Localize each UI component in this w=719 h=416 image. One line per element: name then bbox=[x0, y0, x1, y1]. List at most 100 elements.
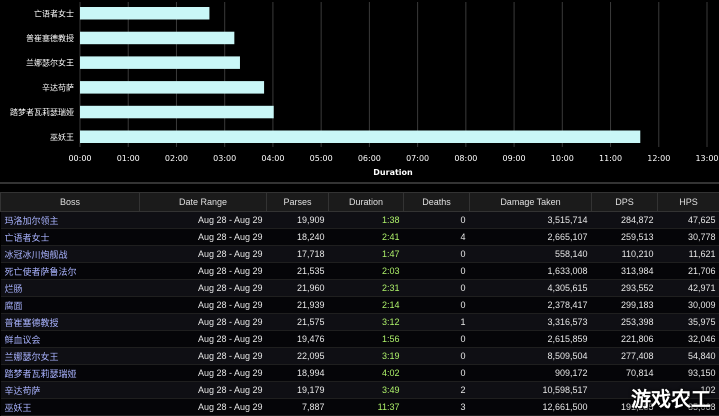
bar bbox=[80, 130, 641, 143]
cell-dps bbox=[591, 381, 658, 399]
column-header-damage-taken[interactable]: Damage Taken bbox=[469, 192, 592, 212]
cell-hps: 35,068 bbox=[657, 398, 719, 416]
category-label: 辛达苟萨 bbox=[42, 82, 74, 92]
table-row[interactable]: 腐面 Aug 28 - Aug 29 21,939 2:14 0 2,378,417 299… bbox=[0, 296, 719, 314]
cell-date-range: Aug 28 - Aug 29 bbox=[139, 313, 267, 331]
x-axis-title: Duration bbox=[373, 168, 413, 177]
cell-boss[interactable]: 玛洛加尔领主 bbox=[0, 211, 140, 229]
cell-hps: 47,625 bbox=[657, 211, 719, 229]
cell-parses: 21,575 bbox=[266, 313, 329, 331]
x-tick-label: 03:00 bbox=[213, 154, 236, 163]
cell-date-range: Aug 28 - Aug 29 bbox=[139, 296, 267, 314]
cell-boss[interactable]: 普崔塞德教授 bbox=[0, 313, 140, 331]
x-tick-label: 02:00 bbox=[165, 154, 188, 163]
cell-damage-taken: 2,378,417 bbox=[469, 296, 592, 314]
category-label: 亡语者女士 bbox=[34, 8, 74, 18]
cell-dps: 110,210 bbox=[591, 245, 658, 263]
cell-boss[interactable]: 烂肠 bbox=[0, 279, 140, 297]
bar bbox=[80, 56, 240, 69]
cell-duration: 1:38 bbox=[328, 211, 404, 229]
cell-hps: 21,706 bbox=[657, 262, 719, 280]
cell-boss[interactable]: 辛达苟萨 bbox=[0, 381, 140, 399]
cell-date-range: Aug 28 - Aug 29 bbox=[139, 347, 267, 365]
bar bbox=[80, 7, 210, 20]
cell-duration: 1:56 bbox=[328, 330, 404, 348]
cell-parses: 19,476 bbox=[266, 330, 329, 348]
table-row[interactable]: 冰冠冰川炮舰战 Aug 28 - Aug 29 17,718 1:47 0 558,140… bbox=[0, 245, 719, 263]
cell-boss[interactable]: 腐面 bbox=[0, 296, 140, 314]
table-row[interactable]: 玛洛加尔领主 Aug 28 - Aug 29 19,909 1:38 0 3,515,71… bbox=[0, 211, 719, 229]
cell-hps: 30,778 bbox=[657, 228, 719, 246]
cell-date-range: Aug 28 - Aug 29 bbox=[139, 364, 267, 382]
cell-boss[interactable]: 冰冠冰川炮舰战 bbox=[0, 245, 140, 263]
cell-damage-taken: 2,615,859 bbox=[469, 330, 592, 348]
cell-boss[interactable]: 踏梦者瓦莉瑟瑞娅 bbox=[0, 364, 140, 382]
cell-duration: 2:41 bbox=[328, 228, 404, 246]
cell-dps: 253,398 bbox=[591, 313, 658, 331]
table-row[interactable]: 普崔塞德教授 Aug 28 - Aug 29 21,575 3:12 1 3,316,57… bbox=[0, 313, 719, 331]
cell-duration: 3:49 bbox=[328, 381, 404, 399]
cell-dps: 191,285 bbox=[591, 398, 658, 416]
cell-hps: 54,840 bbox=[657, 347, 719, 365]
cell-date-range: Aug 28 - Aug 29 bbox=[139, 211, 267, 229]
category-label: 巫妖王 bbox=[50, 132, 74, 142]
cell-date-range: Aug 28 - Aug 29 bbox=[139, 381, 267, 399]
cell-duration: 3:19 bbox=[328, 347, 404, 365]
x-tick-label: 04:00 bbox=[261, 154, 284, 163]
duration-bar-chart: 00:00 01:00 02:00 03:00 04:00 05:00 06:00 07:00… bbox=[10, 2, 719, 177]
table-row[interactable]: 烂肠 Aug 28 - Aug 29 21,960 2:31 0 4,305,615 293… bbox=[0, 279, 719, 297]
cell-boss[interactable]: 巫妖王 bbox=[0, 398, 140, 416]
cell-dps: 70,814 bbox=[591, 364, 658, 382]
cell-parses: 21,960 bbox=[266, 279, 329, 297]
table-row[interactable]: 鲜血议会 Aug 28 - Aug 29 19,476 1:56 0 2,615,859 2… bbox=[0, 330, 719, 348]
table-row[interactable]: 死亡使者萨鲁法尔 Aug 28 - Aug 29 21,535 2:03 0 1,633,… bbox=[0, 262, 719, 280]
column-header-boss[interactable]: Boss bbox=[0, 192, 140, 212]
x-tick-label: 07:00 bbox=[406, 154, 429, 163]
bar bbox=[80, 105, 274, 119]
cell-boss[interactable]: 亡语者女士 bbox=[0, 228, 140, 246]
cell-parses: 7,887 bbox=[266, 398, 329, 416]
x-tick-label: 10:00 bbox=[551, 154, 574, 163]
cell-damage-taken: 2,665,107 bbox=[469, 228, 592, 246]
column-header-date-range[interactable]: Date Range bbox=[139, 192, 267, 212]
cell-boss[interactable]: 死亡使者萨鲁法尔 bbox=[0, 262, 140, 280]
column-header-deaths[interactable]: Deaths bbox=[403, 192, 470, 212]
cell-parses: 18,994 bbox=[266, 364, 329, 382]
cell-dps: 284,872 bbox=[591, 211, 658, 229]
cell-date-range: Aug 28 - Aug 29 bbox=[139, 245, 267, 263]
cell-duration: 11:37 bbox=[328, 398, 404, 416]
column-header-dps[interactable]: DPS bbox=[591, 192, 658, 212]
table-row[interactable]: 踏梦者瓦莉瑟瑞娅 Aug 28 - Aug 29 18,994 4:02 0 909,17… bbox=[0, 364, 719, 382]
cell-deaths: 0 bbox=[403, 296, 470, 314]
table-header-row: Boss Date Range Parses Duration Deaths D… bbox=[0, 192, 719, 212]
cell-damage-taken: 12,661,500 bbox=[469, 398, 592, 416]
cell-deaths: 0 bbox=[403, 364, 470, 382]
table-body: 玛洛加尔领主 Aug 28 - Aug 29 19,909 1:38 0 3,515,71… bbox=[0, 211, 719, 416]
column-header-parses[interactable]: Parses bbox=[266, 192, 329, 212]
table-row[interactable]: 兰娜瑟尔女王 Aug 28 - Aug 29 22,095 3:19 0 8,509,50… bbox=[0, 347, 719, 365]
category-label: 踏梦者瓦莉瑟瑞娅 bbox=[10, 107, 74, 117]
column-header-duration[interactable]: Duration bbox=[328, 192, 404, 212]
cell-hps: 42,971 bbox=[657, 279, 719, 297]
x-tick-label: 05:00 bbox=[310, 154, 333, 163]
cell-boss[interactable]: 兰娜瑟尔女王 bbox=[0, 347, 140, 365]
cell-deaths: 0 bbox=[403, 347, 470, 365]
cell-boss[interactable]: 鲜血议会 bbox=[0, 330, 140, 348]
table-row[interactable]: 辛达苟萨 Aug 28 - Aug 29 19,179 3:49 2 10,598,517… bbox=[0, 381, 719, 399]
cell-deaths: 3 bbox=[403, 398, 470, 416]
category-label: 兰娜瑟尔女王 bbox=[26, 58, 74, 68]
category-label: 普崔塞德教授 bbox=[26, 33, 74, 43]
cell-date-range: Aug 28 - Aug 29 bbox=[139, 330, 267, 348]
watermark: 游戏农工 bbox=[631, 387, 711, 411]
cell-deaths: 0 bbox=[403, 211, 470, 229]
x-tick-label: 13:00 bbox=[695, 154, 718, 163]
table-row[interactable]: 亡语者女士 Aug 28 - Aug 29 18,240 2:41 4 2,665,107… bbox=[0, 228, 719, 246]
table-row[interactable]: 巫妖王 Aug 28 - Aug 29 7,887 11:37 3 12,661,500 1… bbox=[0, 398, 719, 416]
x-tick-label: 09:00 bbox=[503, 154, 526, 163]
cell-damage-taken: 3,515,714 bbox=[469, 211, 592, 229]
cell-deaths: 0 bbox=[403, 330, 470, 348]
column-header-hps[interactable]: HPS bbox=[657, 192, 719, 212]
cell-deaths: 1 bbox=[403, 313, 470, 331]
cell-duration: 4:02 bbox=[328, 364, 404, 382]
cell-parses: 19,909 bbox=[266, 211, 329, 229]
